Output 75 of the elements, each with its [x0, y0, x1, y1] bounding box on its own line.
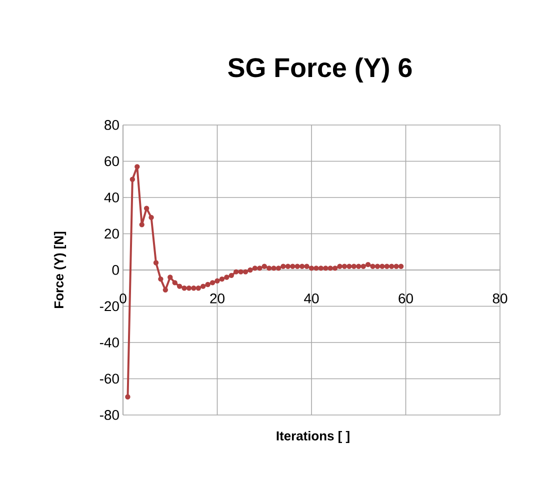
point — [299, 264, 305, 269]
point — [360, 264, 366, 269]
point — [191, 286, 196, 291]
y-tick-label: -20 — [100, 301, 119, 312]
point — [370, 264, 376, 269]
y-tick-label: 0 — [112, 265, 119, 275]
point — [153, 260, 159, 266]
point — [196, 286, 202, 291]
point — [285, 264, 291, 269]
point — [394, 264, 399, 269]
point — [224, 274, 230, 280]
x-tick-label: 0 — [120, 293, 126, 304]
point — [384, 264, 390, 269]
point — [158, 276, 164, 282]
point — [262, 264, 267, 269]
point — [332, 266, 338, 271]
point — [172, 280, 178, 286]
point — [328, 266, 333, 271]
point — [242, 269, 248, 274]
y-tick-label: 80 — [104, 120, 119, 130]
point — [186, 286, 192, 291]
chart-title: SG Force (Y) 6 — [228, 57, 412, 83]
point — [130, 176, 136, 182]
x-tick-label: 20 — [210, 293, 224, 304]
point — [290, 264, 296, 269]
y-tick-label: -80 — [100, 410, 119, 420]
x-tick-label: 60 — [398, 293, 413, 304]
point — [139, 222, 144, 228]
y-tick-label: 20 — [104, 228, 119, 239]
point — [374, 264, 380, 269]
point — [280, 264, 286, 269]
point — [219, 276, 225, 282]
point — [356, 264, 362, 269]
y-tick-label: 60 — [104, 156, 119, 166]
point — [125, 394, 130, 400]
point — [389, 264, 394, 269]
point — [365, 262, 371, 268]
point — [308, 266, 314, 271]
point — [294, 264, 300, 269]
x-axis-title: Iterations [ ] — [276, 430, 350, 444]
point — [148, 214, 154, 220]
point — [271, 266, 276, 271]
point — [304, 264, 310, 269]
y-tick-label: -40 — [100, 338, 119, 348]
point — [323, 266, 328, 271]
point — [252, 266, 258, 271]
point — [176, 284, 182, 289]
point — [337, 264, 342, 269]
point — [234, 269, 239, 274]
point — [205, 282, 210, 288]
point — [351, 264, 357, 269]
point — [257, 266, 262, 271]
x-tick-label: 40 — [304, 293, 319, 304]
y-tick-label: -60 — [100, 374, 119, 384]
point — [398, 264, 404, 269]
y-axis-title: Force (Y) [N] — [54, 232, 66, 308]
point — [144, 206, 150, 211]
point — [168, 274, 173, 280]
point — [266, 266, 272, 271]
point — [238, 269, 244, 274]
point — [318, 266, 324, 271]
point — [346, 264, 352, 269]
point — [342, 264, 348, 269]
point — [228, 272, 234, 278]
point — [248, 267, 253, 273]
point — [134, 164, 140, 170]
point — [182, 286, 187, 291]
point — [276, 266, 282, 271]
point — [210, 280, 216, 286]
point — [314, 266, 319, 271]
point — [200, 284, 206, 289]
y-tick-label: 40 — [104, 192, 119, 202]
point — [214, 278, 220, 284]
x-tick-label: 80 — [492, 293, 508, 304]
point — [380, 264, 385, 269]
